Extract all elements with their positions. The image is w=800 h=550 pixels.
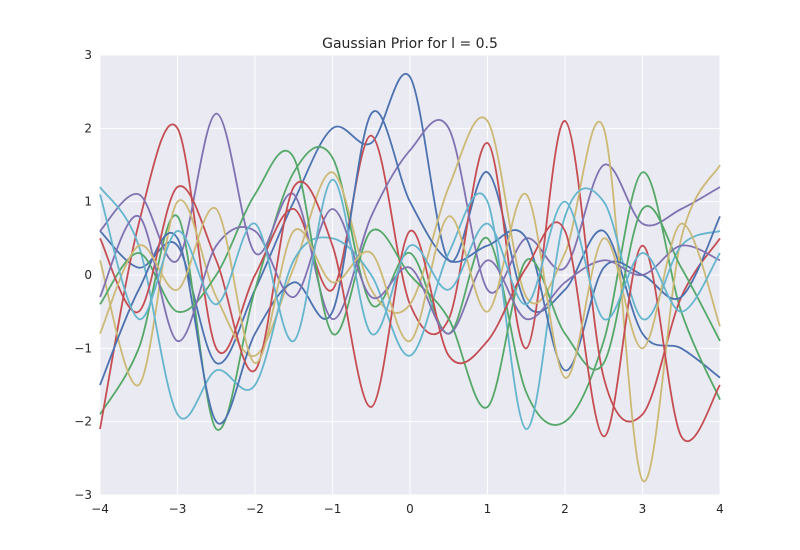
series-line-11	[99, 193, 721, 379]
x-tick-label-3: −1	[324, 502, 342, 516]
series-lines	[99, 73, 721, 483]
series-line-4	[99, 112, 721, 320]
y-tick-label-0: −3	[74, 488, 92, 502]
x-tick-labels: −4 −3 −2 −1 0 1 2 3 4	[91, 502, 724, 516]
series-line-1	[99, 73, 721, 379]
x-tick-label-0: −4	[91, 502, 109, 516]
x-tick-label-7: 3	[639, 502, 647, 516]
series-line-6	[99, 186, 721, 430]
y-tick-label-1: −2	[74, 415, 92, 429]
series-line-12	[99, 178, 721, 342]
x-tick-label-6: 2	[561, 502, 569, 516]
series-line-9	[99, 180, 721, 442]
series-line-7	[99, 110, 721, 425]
x-tick-label-2: −2	[246, 502, 264, 516]
y-tick-label-6: 3	[84, 48, 92, 62]
x-tick-label-4: 0	[406, 502, 414, 516]
x-tick-label-8: 4	[716, 502, 724, 516]
y-tick-label-5: 2	[84, 121, 92, 135]
x-tick-label-5: 1	[484, 502, 492, 516]
y-tick-label-3: 0	[84, 268, 92, 282]
y-tick-label-2: −1	[74, 341, 92, 355]
chart-title: Gaussian Prior for l = 0.5	[322, 36, 498, 52]
y-tick-labels: −3 −2 −1 0 1 2 3	[74, 48, 92, 502]
y-tick-label-4: 1	[84, 195, 92, 209]
x-tick-label-1: −3	[169, 502, 187, 516]
